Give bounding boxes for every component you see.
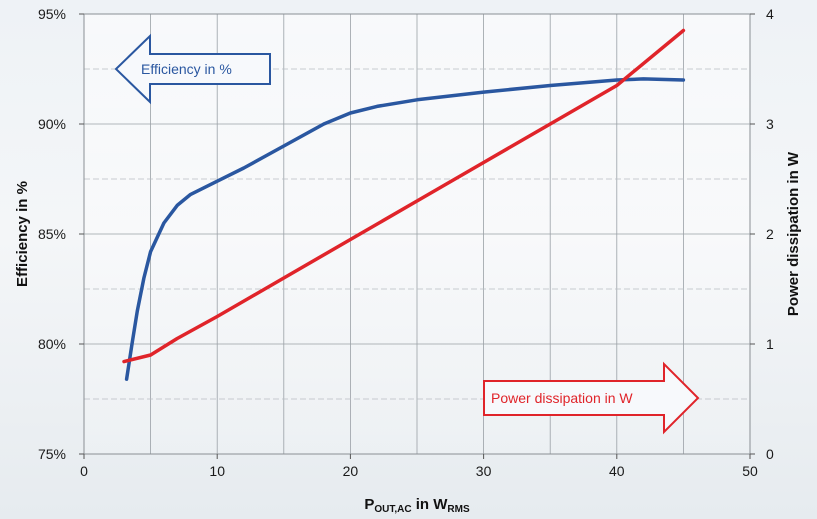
x-tick-label: 0 [80, 463, 88, 479]
y-right-tick-label: 3 [766, 116, 774, 132]
x-tick-label: 10 [209, 463, 225, 479]
y-left-tick-label: 90% [38, 116, 66, 132]
power-callout-text: Power dissipation in W [491, 390, 633, 406]
x-tick-label: 30 [476, 463, 492, 479]
x-axis-ticks: 0 10 20 30 40 50 [80, 454, 758, 479]
y-left-tick-label: 75% [38, 446, 66, 462]
efficiency-callout: Efficiency in % [114, 33, 271, 105]
power-arrow-shape [483, 361, 700, 435]
y-left-tick-label: 85% [38, 226, 66, 242]
y-left-tick-label: 95% [38, 6, 66, 22]
y-right-axis-title: Power dissipation in W [785, 151, 802, 316]
y-right-tick-label: 2 [766, 226, 774, 242]
efficiency-callout-text: Efficiency in % [141, 61, 232, 77]
x-tick-label: 50 [742, 463, 758, 479]
y-right-tick-label: 1 [766, 336, 774, 352]
x-tick-label: 40 [609, 463, 625, 479]
y-right-tick-label: 4 [766, 6, 774, 22]
y-left-axis-title: Efficiency in % [14, 181, 31, 287]
y-left-tick-label: 80% [38, 336, 66, 352]
y-right-tick-label: 0 [766, 446, 774, 462]
series-layer [122, 28, 686, 381]
y-left-axis-ticks: 75% 80% 85% 90% 95% [38, 6, 84, 462]
y-right-axis-ticks: 0 1 2 3 4 [750, 6, 774, 462]
x-axis-title: POUT,AC in WRMS [364, 496, 470, 515]
x-tick-label: 20 [343, 463, 359, 479]
power-callout: Power dissipation in W [483, 361, 700, 435]
power-dissipation-line [122, 28, 686, 364]
efficiency-arrow-shape [114, 33, 271, 105]
efficiency-line [124, 77, 686, 381]
